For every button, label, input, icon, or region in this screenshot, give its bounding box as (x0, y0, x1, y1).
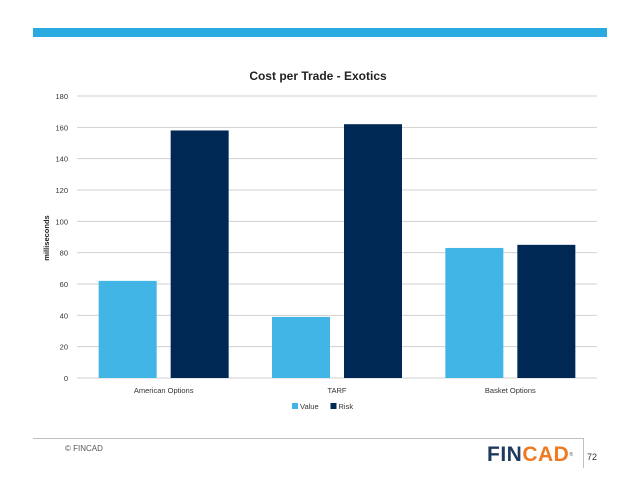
bar-value (98, 280, 157, 378)
logo-text-part1: FIN (487, 443, 523, 466)
top-accent-bar (33, 28, 607, 37)
legend-label-value: Value (300, 402, 319, 411)
bar-risk (170, 130, 229, 378)
y-tick-label: 160 (55, 123, 68, 132)
y-tick-label: 80 (60, 249, 68, 258)
legend-label-risk: Risk (339, 402, 354, 411)
bar-value (445, 247, 504, 378)
x-tick-label: TARF (327, 386, 346, 395)
legend-swatch-risk (330, 403, 337, 409)
bar-risk (517, 244, 576, 378)
fincad-logo: FINCAD® (487, 443, 574, 466)
chart-title: Cost per Trade - Exotics (249, 69, 387, 83)
logo-text-part2: CAD (522, 443, 570, 466)
legend-swatch-value (292, 403, 298, 409)
x-tick-label: Basket Options (485, 386, 536, 395)
page-number: 72 (587, 452, 598, 462)
x-tick-label: American Options (134, 386, 194, 395)
y-tick-label: 140 (55, 155, 68, 164)
footer-divider (33, 438, 583, 439)
y-tick-label: 180 (55, 92, 68, 101)
footer-divider-vertical (583, 438, 584, 468)
y-tick-label: 20 (60, 343, 68, 352)
y-tick-label: 0 (64, 374, 68, 383)
bar-risk (344, 124, 402, 378)
y-tick-label: 40 (60, 311, 68, 320)
bar-chart: Cost per Trade - Exotics milliseconds 0 2… (42, 69, 597, 411)
y-tick-label: 120 (55, 186, 68, 195)
copyright-text: © FINCAD (65, 444, 103, 453)
y-tick-label: 100 (55, 217, 68, 226)
bar-value (272, 316, 330, 378)
y-axis-label: milliseconds (42, 215, 51, 260)
y-tick-label: 60 (60, 280, 68, 289)
